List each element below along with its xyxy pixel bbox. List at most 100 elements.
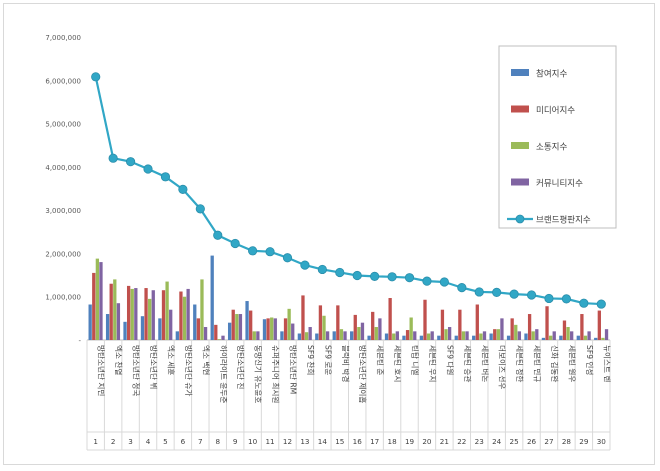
- bar-1: [454, 335, 458, 340]
- bar-4: [343, 331, 347, 340]
- legend-box: [498, 45, 617, 229]
- bar-2: [144, 288, 148, 340]
- x-index-label: 8: [215, 437, 220, 446]
- x-category-label: 방탄소년단 슈가: [184, 345, 194, 396]
- line-point: [422, 276, 432, 286]
- x-index-label: 17: [370, 437, 379, 446]
- bar-2: [388, 298, 392, 340]
- bar-2: [458, 309, 462, 340]
- bar-1: [227, 322, 232, 340]
- bar-1: [315, 333, 319, 340]
- bar-3: [548, 335, 553, 340]
- x-index-label: 9: [233, 437, 238, 446]
- line-point: [91, 72, 101, 82]
- line-point: [596, 299, 606, 309]
- bar-4: [116, 303, 121, 340]
- line-point: [160, 172, 171, 182]
- legend-label-4: 커뮤니티지수: [536, 178, 583, 189]
- x-category-label: 세븐틴 버논: [480, 345, 490, 382]
- bar-3: [392, 333, 396, 340]
- x-category-label: SF9 로운: [323, 345, 332, 375]
- bar-1: [193, 304, 197, 340]
- bar-2: [527, 314, 532, 340]
- bar-4: [552, 331, 556, 340]
- bar-3: [461, 331, 466, 340]
- bar-2: [353, 314, 357, 340]
- x-index-label: 26: [527, 437, 537, 446]
- line-point: [579, 298, 589, 308]
- line-point: [561, 294, 572, 304]
- bar-1: [506, 335, 511, 340]
- legend-label-1: 참여지수: [536, 69, 567, 80]
- y-tick-label: 3,000,000: [45, 207, 81, 215]
- line-point: [300, 260, 310, 270]
- line-point: [213, 230, 223, 240]
- bar-3: [583, 335, 588, 340]
- legend-swatch-1: [511, 69, 529, 76]
- bar-2: [266, 318, 270, 340]
- bar-3: [426, 333, 431, 340]
- x-category-label: 엑소 세훈: [166, 345, 176, 375]
- bar-4: [570, 331, 574, 340]
- bar-3: [252, 331, 256, 340]
- x-index-label: 25: [510, 437, 519, 446]
- bar-3: [444, 329, 448, 340]
- bar-1: [88, 304, 92, 340]
- bar-2: [318, 305, 323, 340]
- bar-3: [322, 315, 326, 340]
- x-index-label: 16: [353, 437, 363, 446]
- line-point: [178, 184, 188, 194]
- bar-1: [576, 335, 580, 340]
- line-point: [125, 157, 136, 167]
- x-index-label: 6: [181, 437, 186, 446]
- x-category-label: 방탄소년단 진: [236, 345, 246, 389]
- x-index-label: 18: [388, 437, 398, 446]
- bar-2: [510, 318, 514, 340]
- line-point: [335, 267, 345, 278]
- bar-1: [297, 333, 302, 340]
- x-category-label: 엑소 백현: [201, 345, 211, 375]
- bar-3: [95, 258, 100, 340]
- line-point: [195, 204, 205, 214]
- x-category-label: 세븐틴 호시: [393, 345, 403, 382]
- line-point: [526, 290, 537, 300]
- bar-2: [580, 314, 584, 340]
- legend-label-2: 미디어지수: [536, 105, 575, 116]
- x-index-label: 19: [405, 437, 415, 446]
- bar-1: [524, 333, 528, 340]
- bar-1: [384, 333, 389, 340]
- line-point: [492, 287, 502, 297]
- bar-2: [214, 324, 218, 340]
- bar-3: [200, 279, 204, 340]
- line-point: [474, 287, 484, 297]
- bar-2: [371, 311, 375, 340]
- bar-3: [514, 324, 518, 340]
- bar-1: [262, 319, 267, 340]
- bar-4: [151, 290, 155, 340]
- x-category-label: 세븐틴 정한: [515, 345, 525, 382]
- bar-1: [245, 301, 249, 340]
- bar-1: [367, 335, 371, 340]
- x-index-label: 5: [163, 437, 168, 446]
- x-index-label: 30: [597, 437, 607, 446]
- y-tick-label: 6,000,000: [45, 77, 81, 85]
- bar-2: [423, 299, 427, 340]
- bar-3: [409, 317, 413, 340]
- bar-4: [238, 314, 243, 340]
- y-tick-label: -: [78, 337, 81, 345]
- line-point: [248, 246, 258, 256]
- bar-2: [493, 329, 497, 340]
- x-category-label: SF9 인성: [585, 345, 595, 375]
- bar-3: [270, 317, 274, 340]
- y-tick-label: 1,000,000: [45, 294, 81, 302]
- x-category-label: 세븐틴 원우: [567, 345, 577, 382]
- bar-1: [419, 335, 424, 340]
- x-category-label: 틴탑 니엘: [411, 345, 421, 375]
- brand-reputation-chart: 7,000,000 6,000,000 5,000,000 4,000,000 3,00…: [45, 34, 617, 451]
- bar-1: [280, 331, 284, 340]
- bar-3: [496, 329, 500, 340]
- bar-3: [148, 298, 152, 340]
- bar-2: [301, 295, 305, 340]
- x-category-label: 방탄소년단 RM: [288, 345, 298, 394]
- x-index-label: 21: [440, 437, 449, 446]
